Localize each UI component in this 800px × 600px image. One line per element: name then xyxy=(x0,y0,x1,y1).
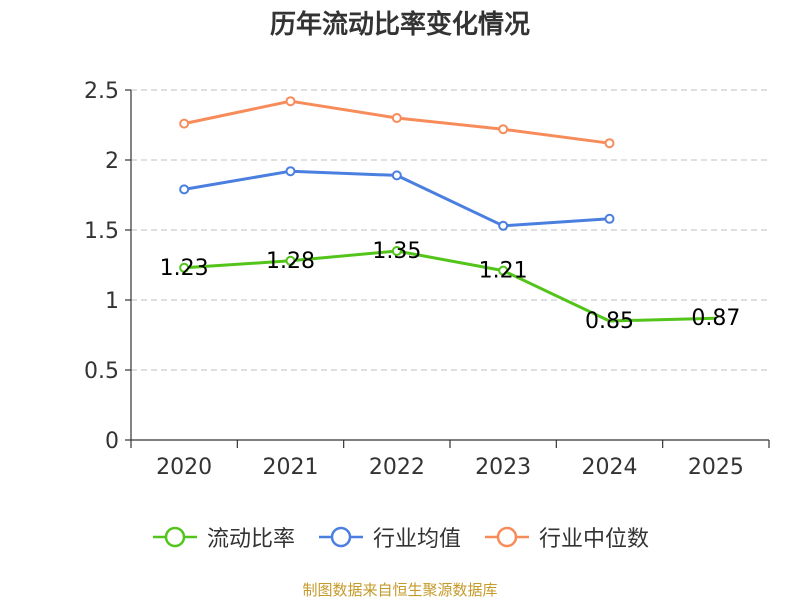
data-point xyxy=(285,166,296,177)
y-tick-label: 1.5 xyxy=(84,219,119,244)
y-tick-label: 2 xyxy=(105,149,119,174)
data-label: 0.87 xyxy=(691,306,740,331)
legend: 流动比率 行业均值 行业中位数 xyxy=(0,520,800,554)
data-point xyxy=(285,255,296,266)
data-point xyxy=(391,113,402,123)
source-note: 制图数据来自恒生聚源数据库 xyxy=(302,581,498,599)
data-point xyxy=(179,262,190,273)
data-label: 1.35 xyxy=(372,239,421,264)
data-label: 0.85 xyxy=(585,309,634,334)
x-tick-label: 2025 xyxy=(688,455,744,480)
y-tick-label: 1 xyxy=(105,289,119,314)
y-tick-label: 0.5 xyxy=(84,359,119,384)
data-point xyxy=(604,138,615,149)
y-tick-label: 0 xyxy=(105,429,119,454)
data-point xyxy=(498,265,509,276)
data-point xyxy=(498,124,509,135)
data-label: 1.28 xyxy=(266,249,315,274)
x-tick-label: 2023 xyxy=(475,455,531,480)
data-label: 1.23 xyxy=(160,256,209,281)
legend-label: 行业均值 xyxy=(372,527,461,552)
data-point xyxy=(179,184,190,195)
x-tick-label: 2020 xyxy=(156,455,212,480)
data-point xyxy=(179,118,190,129)
data-point xyxy=(498,220,509,231)
legend-item[interactable]: 行业中位数 xyxy=(483,521,649,553)
y-tick-label: 2.5 xyxy=(84,79,119,104)
legend-swatch xyxy=(318,526,363,548)
data-label: 1.21 xyxy=(479,259,528,284)
data-point xyxy=(604,213,615,224)
legend-swatch xyxy=(485,526,529,548)
x-tick-label: 2024 xyxy=(582,455,638,480)
legend-item[interactable]: 流动比率 xyxy=(151,521,295,553)
x-tick-label: 2021 xyxy=(263,455,319,480)
legend-label: 流动比率 xyxy=(206,527,295,552)
legend-label: 行业中位数 xyxy=(539,527,650,552)
legend-item[interactable]: 行业均值 xyxy=(317,521,461,553)
legend-swatch xyxy=(152,526,197,548)
data-point xyxy=(391,246,402,256)
x-tick-label: 2022 xyxy=(369,455,425,480)
data-point xyxy=(391,170,402,181)
data-point xyxy=(285,96,296,107)
series-line-0 xyxy=(184,249,716,323)
chart-title: 历年流动比率变化情况 xyxy=(269,10,530,40)
